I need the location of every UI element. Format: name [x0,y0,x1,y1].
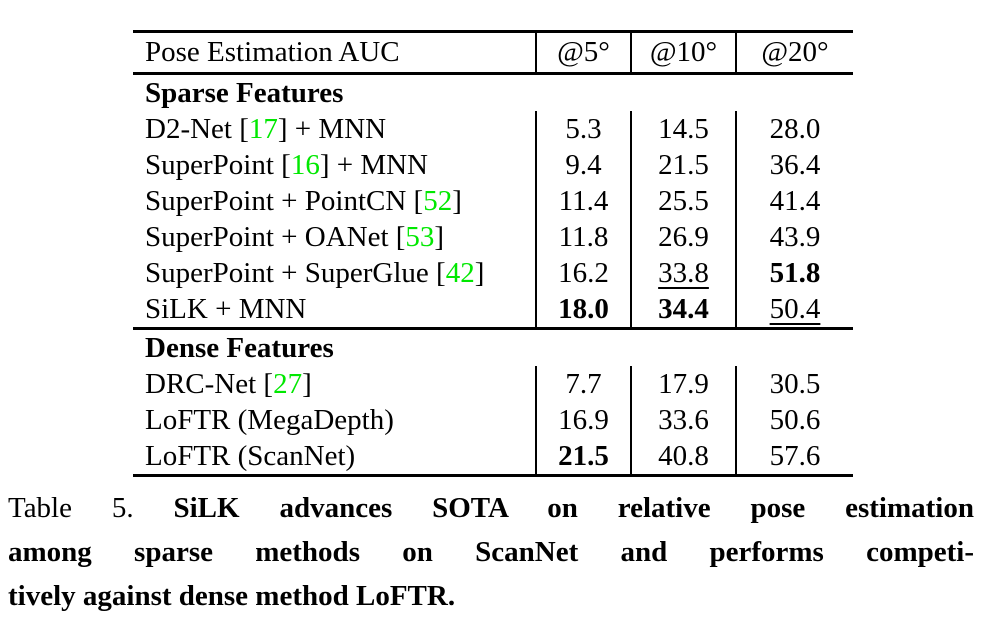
citation-link-52[interactable]: 52 [423,185,453,217]
caption-line-3: tively against dense method LoFTR. [8,580,456,612]
table-row: SuperPoint + OANet [53] 11.8 26.9 43.9 [133,219,853,255]
method-cell: DRC-Net [27] [145,368,312,400]
auc-value-cell: 51.8 [735,255,853,291]
auc-value: 11.4 [558,185,609,217]
auc-value-cell: 18.0 [535,291,630,327]
auc-value-cell: 33.6 [630,402,735,438]
pose-estimation-table: Pose Estimation AUC @5° @10° @20° Sparse… [133,30,853,477]
table-caption: Table 5. SiLK advances SOTA on relative … [8,486,974,618]
table-row: SiLK + MNN 18.0 34.4 50.4 [133,291,853,327]
method-cell: LoFTR (ScanNet) [145,440,356,472]
auc-value-cell: 57.6 [735,438,853,474]
table-row: SuperPoint + PointCN [52] 11.4 25.5 41.4 [133,183,853,219]
auc-value: 26.9 [658,221,709,253]
method-cell: SuperPoint + PointCN [52] [145,185,462,217]
auc-value: 14.5 [658,113,709,145]
auc-value: 57.6 [769,440,821,472]
citation-link-16[interactable]: 16 [290,149,320,181]
caption-text-1: SiLK advances SOTA on relative pose esti… [173,492,975,524]
auc-value: 30.5 [769,368,821,400]
auc-value-cell: 43.9 [735,219,853,255]
method-cell: D2-Net [17] + MNN [145,113,387,145]
auc-value: 16.9 [558,404,609,436]
auc-value: 36.4 [769,149,821,181]
citation-link-17[interactable]: 17 [248,113,278,145]
auc-value: 25.5 [658,185,709,217]
method-cell: SuperPoint [16] + MNN [145,149,428,181]
method-cell: LoFTR (MegaDepth) [145,404,394,436]
auc-value-cell: 30.5 [735,366,853,402]
auc-value: 33.8 [658,257,709,289]
auc-value: 18.0 [558,293,609,325]
auc-value: 7.7 [565,368,602,400]
table-row: SuperPoint [16] + MNN 9.4 21.5 36.4 [133,147,853,183]
auc-value-cell: 50.6 [735,402,853,438]
caption-label: Table 5. [8,492,134,524]
auc-value-cell: 28.0 [735,111,853,147]
table-header-row: Pose Estimation AUC @5° @10° @20° [133,33,853,75]
auc-value: 33.6 [658,404,709,436]
caption-line-2: among sparse methods on ScanNet and perf… [8,536,974,568]
method-cell: SuperPoint + SuperGlue [42] [145,257,485,289]
auc-value-cell: 11.4 [535,183,630,219]
citation-link-42[interactable]: 42 [445,257,475,289]
method-cell: SiLK + MNN [145,293,307,325]
auc-value-cell: 16.2 [535,255,630,291]
column-header-auc-5: @5° [535,33,630,72]
column-header-pose-estimation-auc: Pose Estimation AUC [145,36,400,68]
section-title: Dense Features [145,332,334,364]
table-row: DRC-Net [27] 7.7 17.9 30.5 [133,366,853,402]
auc-value-cell: 26.9 [630,219,735,255]
auc-value: 50.6 [769,404,821,436]
table-body: Sparse Features D2-Net [17] + MNN 5.3 14.5 2… [133,75,853,474]
auc-value-cell: 16.9 [535,402,630,438]
auc-value-cell: 36.4 [735,147,853,183]
auc-value: 40.8 [658,440,709,472]
auc-value-cell: 33.8 [630,255,735,291]
auc-value: 21.5 [558,440,609,472]
auc-value-cell: 11.8 [535,219,630,255]
auc-value: 17.9 [658,368,709,400]
section-header-row: Sparse Features [133,75,853,111]
auc-value-cell: 21.5 [535,438,630,474]
auc-value-cell: 7.7 [535,366,630,402]
column-header-auc-20: @20° [735,33,853,72]
auc-value-cell: 25.5 [630,183,735,219]
column-header-auc-10: @10° [630,33,735,72]
auc-value-cell: 21.5 [630,147,735,183]
method-cell: SuperPoint + OANet [53] [145,221,445,253]
section-header-row: Dense Features [133,327,853,366]
auc-value-cell: 34.4 [630,291,735,327]
auc-value-cell: 50.4 [735,291,853,327]
auc-value-cell: 41.4 [735,183,853,219]
table-row: D2-Net [17] + MNN 5.3 14.5 28.0 [133,111,853,147]
auc-value: 21.5 [658,149,709,181]
auc-value: 43.9 [769,221,821,253]
auc-value: 16.2 [558,257,609,289]
auc-value-cell: 17.9 [630,366,735,402]
auc-value: 28.0 [769,113,821,145]
auc-value: 9.4 [565,149,602,181]
section-title: Sparse Features [145,77,344,109]
auc-value-cell: 9.4 [535,147,630,183]
auc-value: 34.4 [658,293,709,325]
citation-link-27[interactable]: 27 [273,368,303,400]
table-row: SuperPoint + SuperGlue [42] 16.2 33.8 51.8 [133,255,853,291]
auc-value: 5.3 [565,113,602,145]
auc-value: 41.4 [769,185,821,217]
auc-value: 50.4 [769,293,821,325]
auc-value-cell: 40.8 [630,438,735,474]
table-row: LoFTR (ScanNet) 21.5 40.8 57.6 [133,438,853,474]
citation-link-53[interactable]: 53 [405,221,435,253]
auc-value-cell: 14.5 [630,111,735,147]
caption-line-1: Table 5. SiLK advances SOTA on relative … [8,486,974,530]
auc-value: 51.8 [769,257,821,289]
auc-value: 11.8 [558,221,609,253]
table-row: LoFTR (MegaDepth) 16.9 33.6 50.6 [133,402,853,438]
auc-value-cell: 5.3 [535,111,630,147]
